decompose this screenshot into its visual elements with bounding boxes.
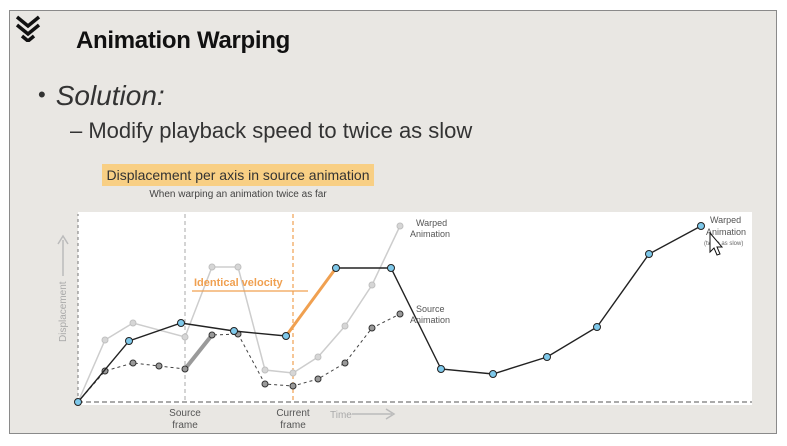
source-point — [289, 382, 297, 390]
source-point — [341, 359, 349, 367]
logo-icon — [15, 15, 41, 42]
source-point — [314, 375, 322, 383]
gray-point — [208, 263, 216, 271]
x-axis-arrow-head — [385, 408, 396, 420]
gray-point — [289, 369, 297, 377]
gray-point — [261, 366, 269, 374]
callout-box: Displacement per axis in source animatio… — [102, 164, 374, 186]
warped-gray-label-1: Warped — [416, 218, 447, 228]
identical-velocity-label: Identical velocity — [194, 277, 284, 289]
source-point — [181, 365, 189, 373]
gray-point — [234, 263, 242, 271]
gray-point — [368, 281, 376, 289]
warped-point — [230, 327, 238, 335]
source-frame-label-1: Source — [169, 408, 201, 419]
gray-warped-points — [101, 222, 404, 377]
y-axis-label: Displacement — [58, 281, 69, 342]
warped-point — [282, 332, 290, 340]
source-frame-label-2: frame — [172, 420, 198, 431]
current-frame-label-1: Current — [276, 408, 310, 419]
source-point — [208, 331, 216, 339]
source-point — [368, 324, 376, 332]
gray-point — [341, 322, 349, 330]
source-point — [129, 359, 137, 367]
source-velocity-segment — [183, 333, 214, 371]
gray-warped-curve — [77, 225, 401, 403]
callout-caption: When warping an animation twice as far — [149, 189, 327, 200]
current-frame-label-2: frame — [280, 420, 306, 431]
x-axis-label: Time — [330, 410, 352, 421]
twice-as-slow-note: (twice as slow) — [704, 241, 743, 247]
bullet-text: Solution: — [55, 80, 165, 111]
bullet-dot: • — [38, 82, 46, 107]
warped-point — [645, 250, 653, 258]
source-label-1: Source — [416, 304, 445, 314]
warped-point — [543, 353, 551, 361]
y-axis-arrow-head — [57, 234, 69, 245]
identical-velocity-segment — [284, 267, 338, 337]
source-point — [396, 310, 404, 318]
warped-point — [74, 398, 82, 406]
warped-point — [125, 337, 133, 345]
source-point — [261, 380, 269, 388]
source-point — [155, 362, 163, 370]
warped-point — [697, 222, 705, 230]
warped-right-label-1: Warped — [710, 215, 741, 225]
bullet-solution: • Solution: — [38, 80, 165, 112]
sub-bullet: – Modify playback speed to twice as slow — [70, 118, 473, 143]
source-label-2: Animation — [410, 315, 450, 325]
warped-right-label-2: Animation — [706, 227, 746, 237]
warped-point — [177, 319, 185, 327]
warped-point — [489, 370, 497, 378]
slide-title: Animation Warping — [76, 27, 290, 54]
gray-point — [101, 336, 109, 344]
gray-point — [181, 333, 189, 341]
warped-point — [437, 365, 445, 373]
gray-point — [129, 319, 137, 327]
warped-point — [332, 264, 340, 272]
warped-gray-label-2: Animation — [410, 229, 450, 239]
gray-point — [314, 353, 322, 361]
gray-point — [396, 222, 404, 230]
warped-point — [593, 323, 601, 331]
plot-area — [78, 212, 752, 405]
warped-curve — [77, 225, 702, 403]
warped-points — [74, 222, 705, 406]
mouse-cursor-icon — [709, 231, 724, 256]
warped-point — [387, 264, 395, 272]
